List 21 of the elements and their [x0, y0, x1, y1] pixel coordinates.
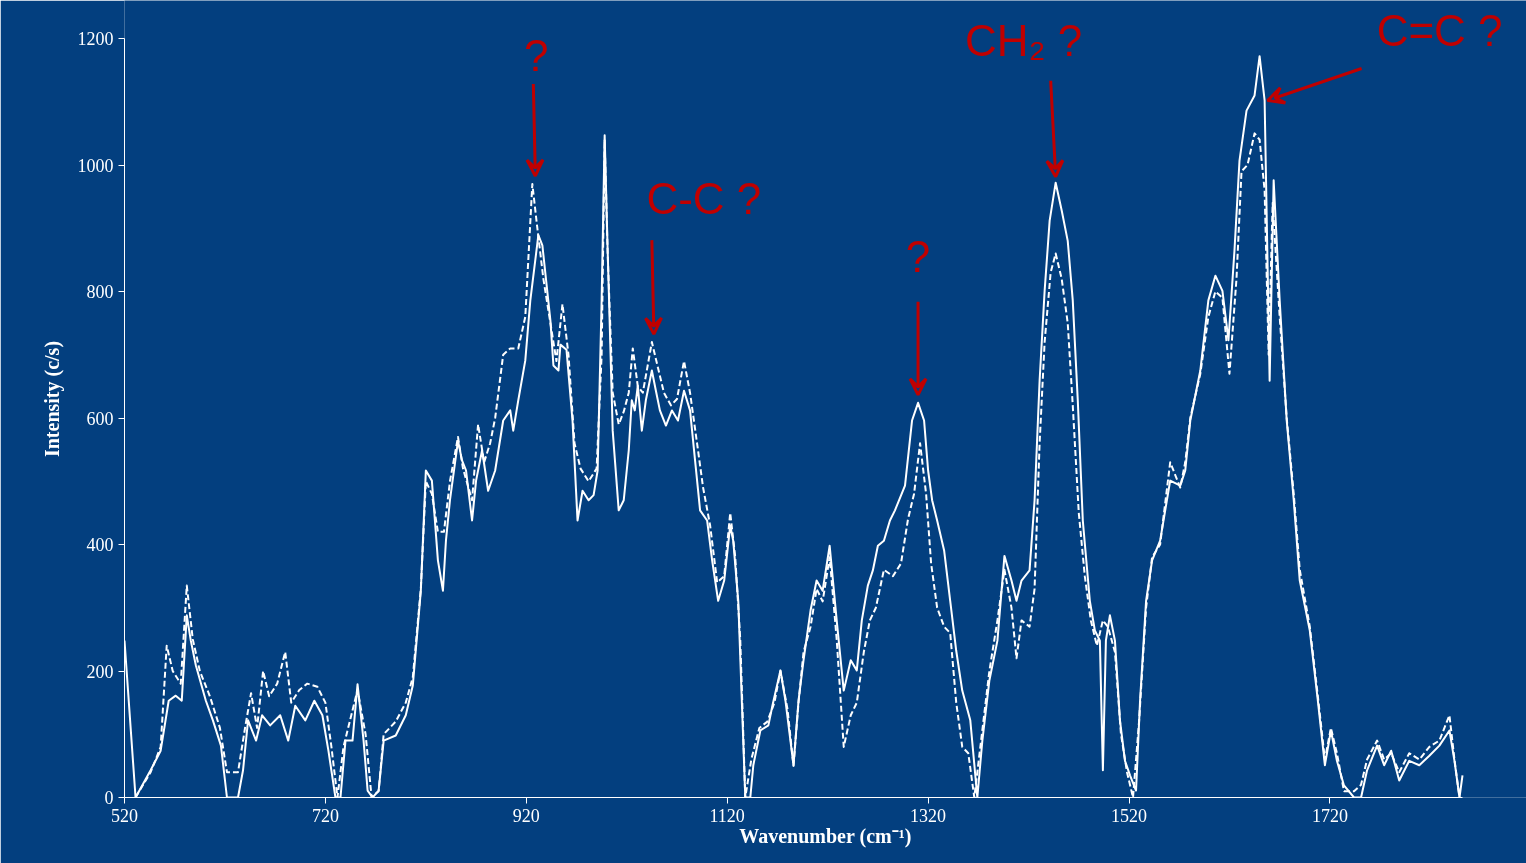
annotation: ?: [905, 232, 931, 282]
y-tick-label: 1000: [77, 155, 114, 176]
y-tick-label: 600: [86, 408, 114, 429]
x-tick-label: 1120: [709, 805, 745, 826]
y-tick-label: 200: [86, 661, 114, 682]
x-tick-label: 720: [311, 805, 339, 826]
y-tick-label: 400: [86, 535, 114, 555]
y-axis-title: Intensity (c/s): [40, 340, 64, 458]
annotation: CH₂ ?: [965, 16, 1083, 66]
x-tick-label: 1720: [1311, 805, 1348, 826]
annotation: C=C ?: [1376, 5, 1503, 55]
y-tick-label: 800: [86, 282, 114, 302]
y-tick-label: 1200: [77, 29, 114, 49]
annotation: ?: [524, 31, 549, 81]
y-tick-label: 0: [104, 788, 114, 808]
annotation: C-C ?: [646, 173, 762, 223]
x-axis-title: Wavenumber (cm⁻¹): [739, 824, 912, 848]
x-tick-label: 1320: [910, 805, 947, 826]
x-tick-label: 920: [512, 805, 540, 826]
x-tick-label: 520: [111, 805, 138, 826]
x-tick-label: 1520: [1111, 805, 1147, 826]
